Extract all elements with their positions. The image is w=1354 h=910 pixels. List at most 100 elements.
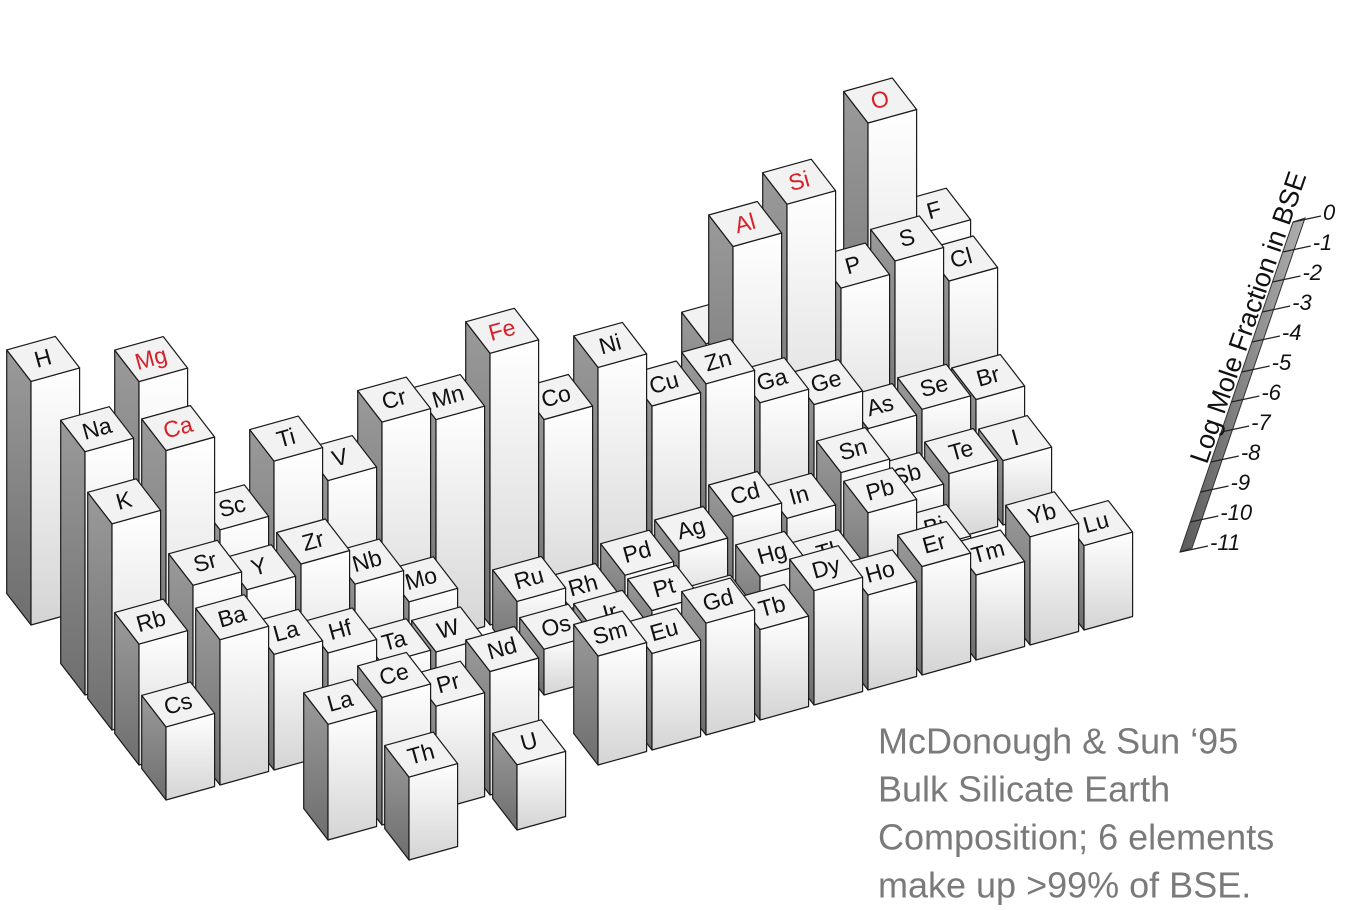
bar-top [870,215,945,262]
scale-tick [1262,305,1291,313]
element-bar: Sm [573,610,648,766]
bar-top [924,428,999,475]
element-bar: U [492,719,567,831]
annotation-line: Bulk Silicate Earth [878,769,1170,810]
scale-tick [1251,335,1281,343]
element-label: H [31,343,54,373]
bar-front [759,615,810,721]
scale-tick-label: -7 [1251,410,1271,435]
bar-top [303,678,378,725]
bar-front [651,639,702,751]
bar-front [867,580,918,691]
bar-front [813,576,864,706]
axis-label: Log Mole Fraction in BSE [1184,168,1312,467]
scale-axis: 0 -1 -2 -3 -4 -5 -6 -7 -8 -9 -10 -11 Log Mole Fracti… [1179,168,1336,555]
bar-top [357,651,432,699]
scale-tick-label: 0 [1323,200,1336,225]
scale-tick [1210,455,1239,463]
bar-front [408,762,459,861]
bar-side [87,491,113,731]
bar-top [843,467,918,514]
bar-top [843,77,918,124]
element-label: Y [248,552,270,581]
element-label: P [842,250,864,279]
element-label: F [924,195,945,224]
annotation: McDonough & Sun ‘95 Bulk Silicate Earth Co… [878,721,1274,906]
bar-front [219,625,270,786]
bar-front [975,560,1026,661]
bar-front [1029,522,1080,646]
scale-tick-label: -1 [1313,230,1333,255]
bar-top [168,539,243,586]
scale-tick [1231,395,1260,403]
bar-top [60,406,135,453]
bar-front [921,552,972,676]
bar-top [492,719,567,766]
element-bar: Th [384,731,459,861]
bar-top [789,545,864,592]
bar-top [681,338,756,385]
annotation-line: Composition; 6 elements [878,817,1274,858]
bar-top [573,321,648,368]
bar-side [60,419,86,696]
bar-front [597,641,648,766]
bar-top [762,158,837,205]
bar-top [384,731,459,778]
element-label: S [896,223,918,252]
bar-top [465,625,540,673]
scale-tick-label: -6 [1261,380,1281,405]
bar-front [165,712,216,801]
bar-front [705,608,756,736]
bar-top [816,427,891,474]
bar-top [600,529,675,576]
bar-top [465,307,540,354]
bar-top [114,598,189,645]
bar-side [6,349,32,626]
element-bar: Cs [141,681,216,801]
element-bar: La [303,678,378,841]
annotation-line: McDonough & Sun ‘95 [878,721,1238,762]
scale-tick [1190,515,1219,523]
bar-top [654,505,729,553]
scale-tick [1282,245,1311,253]
bar-top [249,415,324,462]
element-label: U [517,727,540,757]
scale-bar [1179,217,1306,553]
scale-tick-label: -4 [1282,320,1302,345]
scale-tick-label: -9 [1231,470,1251,495]
bar-top [708,470,783,518]
bars: HFOBClSPSiAlMgNaBrSeAsGeGaZnCuNiCoFeMnCr… [6,77,1134,861]
bar-top [276,518,351,565]
scale-tick [1200,485,1229,493]
bar-top [897,363,972,410]
scale-tick [1179,545,1209,553]
bar-top [6,335,81,382]
scale-tick-label: -10 [1220,500,1253,525]
bar-top [1005,491,1080,538]
bar-top [141,404,216,452]
scale-tick [1220,425,1250,433]
scale-tick [1272,275,1301,283]
scale-tick-label: -11 [1210,530,1240,555]
bar-top [681,577,756,624]
bar-top [357,376,432,423]
bar-top [978,415,1053,462]
bar-top [141,681,216,728]
scale-tick-label: -8 [1241,440,1261,465]
bar-front [1083,531,1134,631]
bar-top [114,336,189,383]
bar-top [195,594,270,641]
bar-front [327,710,378,841]
annotation-line: make up >99% of BSE. [878,865,1251,906]
scale-tick-label: -5 [1272,350,1292,375]
scale-tick [1241,365,1270,373]
bar-top [492,555,567,603]
scale-tick-label: -3 [1292,290,1312,315]
bar-top [708,200,783,248]
bar-top [573,610,648,657]
bar-top [951,353,1026,401]
bar-top [87,478,162,525]
bar-top [897,520,972,568]
